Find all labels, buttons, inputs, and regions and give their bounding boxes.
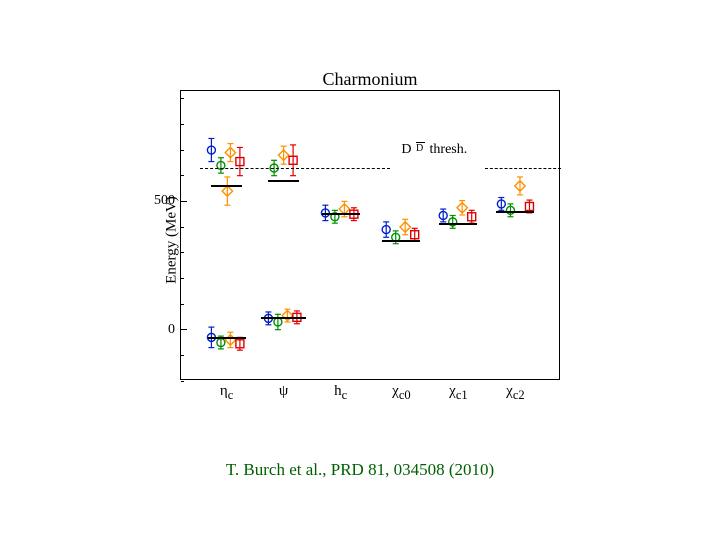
figure: Energy (MeV) Charmonium 0500ηcψhcχc0χc1χ… [125, 60, 575, 420]
data-layer [181, 91, 559, 379]
level-etac [208, 337, 246, 339]
point-etac-orange [225, 332, 235, 347]
point-etac-orange [222, 177, 232, 205]
point-chic2-orange [515, 177, 525, 195]
x-tick-label-hc: hc [334, 379, 347, 403]
point-psi-red [289, 145, 297, 176]
point-etac-green [217, 158, 225, 173]
level-hc [322, 213, 360, 215]
chart-title: Charmonium [181, 69, 559, 90]
dd-threshold-label: D D thresh. [401, 142, 467, 158]
point-chic1-blue [439, 209, 447, 222]
y-tick-label: 0 [168, 322, 181, 338]
level-chic1 [439, 223, 477, 225]
point-etac-orange [225, 144, 235, 162]
point-psi-orange [282, 309, 292, 322]
level-chic2 [496, 211, 534, 213]
caption: T. Burch et al., PRD 81, 034508 (2010) [0, 460, 720, 480]
level-psi [261, 317, 307, 319]
point-chic2-blue [497, 198, 505, 211]
y-tick-label: 500 [154, 193, 181, 209]
x-tick-label-chic1: χc1 [449, 379, 467, 403]
point-psi-orange [278, 146, 288, 164]
point-etac-red [236, 147, 244, 175]
level-psi [268, 180, 298, 182]
x-tick-label-chic0: χc0 [392, 379, 410, 403]
point-chic1-green [449, 215, 457, 228]
level-chic0 [382, 240, 420, 242]
plot-area: Charmonium 0500ηcψhcχc0χc1χc2D D thresh. [180, 90, 560, 380]
x-tick-label-chic2: χc2 [506, 379, 524, 403]
dd-threshold-line [200, 168, 390, 169]
point-chic0-blue [382, 222, 390, 237]
point-etac-red [236, 337, 244, 350]
point-etac-blue [207, 138, 215, 161]
point-chic0-orange [400, 219, 410, 234]
x-tick-label-etac: ηc [220, 379, 233, 403]
x-tick-label-psi: ψ [279, 379, 288, 400]
point-chic1-orange [457, 201, 467, 215]
point-chic1-red [468, 210, 476, 223]
level-etac [211, 185, 241, 187]
